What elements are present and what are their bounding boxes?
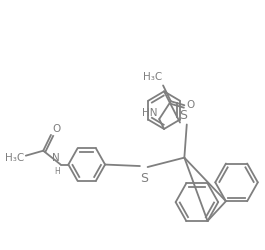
Text: H: H [54, 166, 60, 175]
Text: O: O [52, 124, 60, 134]
Text: S: S [179, 108, 187, 122]
Text: H₃C: H₃C [5, 153, 24, 163]
Text: N: N [52, 152, 60, 162]
Text: HN: HN [142, 108, 157, 118]
Text: S: S [140, 172, 148, 185]
Text: H₃C: H₃C [143, 72, 162, 83]
Text: O: O [186, 100, 195, 110]
